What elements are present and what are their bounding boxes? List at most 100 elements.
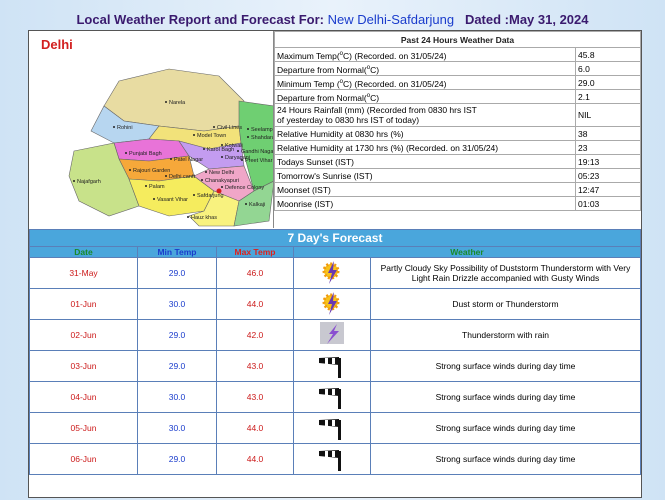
report-title: Local Weather Report and Forecast For: N… bbox=[0, 12, 665, 27]
map-label: Palam bbox=[149, 184, 165, 190]
map-dot bbox=[193, 194, 195, 196]
row-value: 45.8 bbox=[575, 47, 641, 62]
weather-icon bbox=[319, 357, 341, 378]
label-text: Relative Humidity at 0830 hrs (%) bbox=[277, 128, 404, 139]
min-temp: 30.0 bbox=[137, 288, 217, 320]
table-row: 24 Hours Rainfall (mm) (Recorded from 08… bbox=[274, 103, 641, 127]
table-row: Moonrise (IST) 01:03 bbox=[274, 196, 641, 211]
table-row: Relative Humidity at 0830 hrs (%) 38 bbox=[274, 126, 641, 141]
map-dot bbox=[153, 198, 155, 200]
band bbox=[325, 389, 328, 395]
weather-icon bbox=[322, 261, 340, 284]
delhi-map: Delhi Narela Rohini Model Town Seelampur Sha… bbox=[41, 31, 274, 228]
band bbox=[325, 358, 328, 364]
min-temp: 30.0 bbox=[137, 381, 217, 413]
row-label: Minimum Temp (oC) (Recorded. on 31/05/24… bbox=[274, 75, 576, 90]
map-label: Karol Bagh bbox=[207, 147, 234, 153]
row-label: 24 Hours Rainfall (mm) (Recorded from 08… bbox=[274, 103, 576, 127]
row-value: 01:03 bbox=[575, 196, 641, 211]
label-text: Departure from Normal( bbox=[277, 92, 367, 103]
label-text: C) bbox=[370, 64, 380, 75]
date: 03-Jun bbox=[29, 350, 138, 382]
weather-text: Dust storm or Thunderstorm bbox=[370, 288, 641, 320]
label-sup: o bbox=[366, 64, 371, 71]
max-temp: 46.0 bbox=[216, 257, 294, 289]
map-label: Punjabi Bagh bbox=[129, 151, 162, 157]
max-temp: 43.0 bbox=[216, 381, 294, 413]
map-label: Kotwali bbox=[225, 143, 243, 149]
label-text: Tomorrow's Sunrise (IST) bbox=[277, 170, 373, 181]
min-temp: 29.0 bbox=[137, 350, 217, 382]
pole bbox=[338, 451, 341, 471]
map-dot bbox=[201, 179, 203, 181]
icon-cell bbox=[293, 381, 371, 413]
table-row: 05-Jun 30.0 44.0 Strong surface winds durin… bbox=[29, 412, 641, 444]
map-dot bbox=[193, 134, 195, 136]
table-row: Departure from Normal(oC) 6.0 bbox=[274, 61, 641, 76]
row-label: Moonset (IST) bbox=[274, 182, 576, 197]
icon-cell bbox=[293, 412, 371, 444]
table-row: Tomorrow's Sunrise (IST) 05:23 bbox=[274, 168, 641, 183]
weather-icon bbox=[319, 450, 341, 471]
map-dot bbox=[221, 144, 223, 146]
row-label: Relative Humidity at 1730 hrs (%) (Recor… bbox=[274, 140, 576, 155]
table-row: Maximum Temp(oC) (Recorded. on 31/05/24)… bbox=[274, 47, 641, 62]
label-line: of yesterday to 0830 hrs IST of today) bbox=[277, 115, 420, 125]
weather-icon bbox=[319, 388, 341, 409]
band bbox=[332, 420, 335, 426]
table-row: 06-Jun 29.0 44.0 Strong surface winds durin… bbox=[29, 443, 641, 475]
table-row: Minimum Temp (oC) (Recorded. on 31/05/24… bbox=[274, 75, 641, 90]
row-label: Relative Humidity at 0830 hrs (%) bbox=[274, 126, 576, 141]
table-row: 02-Jun 29.0 42.0 Thunderstorm with rain bbox=[29, 319, 641, 351]
bolt bbox=[328, 261, 337, 284]
map-dot bbox=[187, 216, 189, 218]
report-box: Delhi Narela Rohini Model Town Seelampur Sha… bbox=[28, 30, 642, 498]
row-value: 19:13 bbox=[575, 154, 641, 169]
label-text: Relative Humidity at 1730 hrs (%) (Recor… bbox=[277, 142, 499, 153]
weather-icon bbox=[320, 322, 344, 344]
min-temp: 29.0 bbox=[137, 443, 217, 475]
max-temp: 43.0 bbox=[216, 350, 294, 382]
icon-cell bbox=[293, 443, 371, 475]
map-label: Vasant Vihar bbox=[157, 197, 188, 203]
column-header: Min Temp bbox=[137, 246, 217, 258]
max-temp: 44.0 bbox=[216, 412, 294, 444]
column-header: Weather bbox=[293, 246, 641, 258]
forecast-table: 7 Day's Forecast Date Min Temp Max Temp Weat… bbox=[29, 229, 641, 475]
label-text: Maximum Temp( bbox=[277, 50, 340, 61]
map-dot bbox=[237, 150, 239, 152]
windsock bbox=[319, 450, 339, 458]
icon-cell bbox=[293, 257, 371, 289]
map-label: Najafgarh bbox=[77, 179, 101, 185]
map-dot bbox=[247, 136, 249, 138]
min-temp: 30.0 bbox=[137, 412, 217, 444]
date: 06-Jun bbox=[29, 443, 138, 475]
column-header: Date bbox=[29, 246, 138, 258]
map-label: Hauz khas bbox=[191, 215, 217, 221]
label-sup: o bbox=[339, 78, 344, 85]
map-label: New Delhi bbox=[209, 170, 234, 176]
windsock bbox=[319, 419, 339, 427]
weather-text: Thunderstorm with rain bbox=[370, 319, 641, 351]
table-row: 7 Day's Forecast bbox=[29, 229, 641, 247]
icon-cell bbox=[293, 319, 371, 351]
map-label: Shahdara bbox=[251, 135, 274, 141]
icon-cell bbox=[293, 288, 371, 320]
map-label: Seelampur bbox=[251, 127, 274, 133]
map-label: Safdarjung bbox=[197, 193, 224, 199]
map-labels: Narela Rohini Model Town Seelampur Shahdara C… bbox=[73, 100, 274, 221]
map-dot bbox=[221, 186, 223, 188]
weather-text: Partly Cloudy Sky Possibility of Duststo… bbox=[370, 257, 641, 289]
label-text: Moonrise (IST) bbox=[277, 198, 334, 209]
max-temp: 42.0 bbox=[216, 319, 294, 351]
label-text: Todays Sunset (IST) bbox=[277, 156, 355, 167]
table-row: 01-Jun 30.0 44.0 Dust storm or Thunderstorm bbox=[29, 288, 641, 320]
label-line: 24 Hours Rainfall (mm) (Recorded from 08… bbox=[277, 105, 477, 115]
date: 31-May bbox=[29, 257, 138, 289]
past-24h-table: Past 24 Hours Weather Data Maximum Temp(o… bbox=[274, 31, 641, 211]
map-dot bbox=[125, 152, 127, 154]
row-value: 6.0 bbox=[575, 61, 641, 76]
pole bbox=[338, 389, 341, 409]
date: 04-Jun bbox=[29, 381, 138, 413]
